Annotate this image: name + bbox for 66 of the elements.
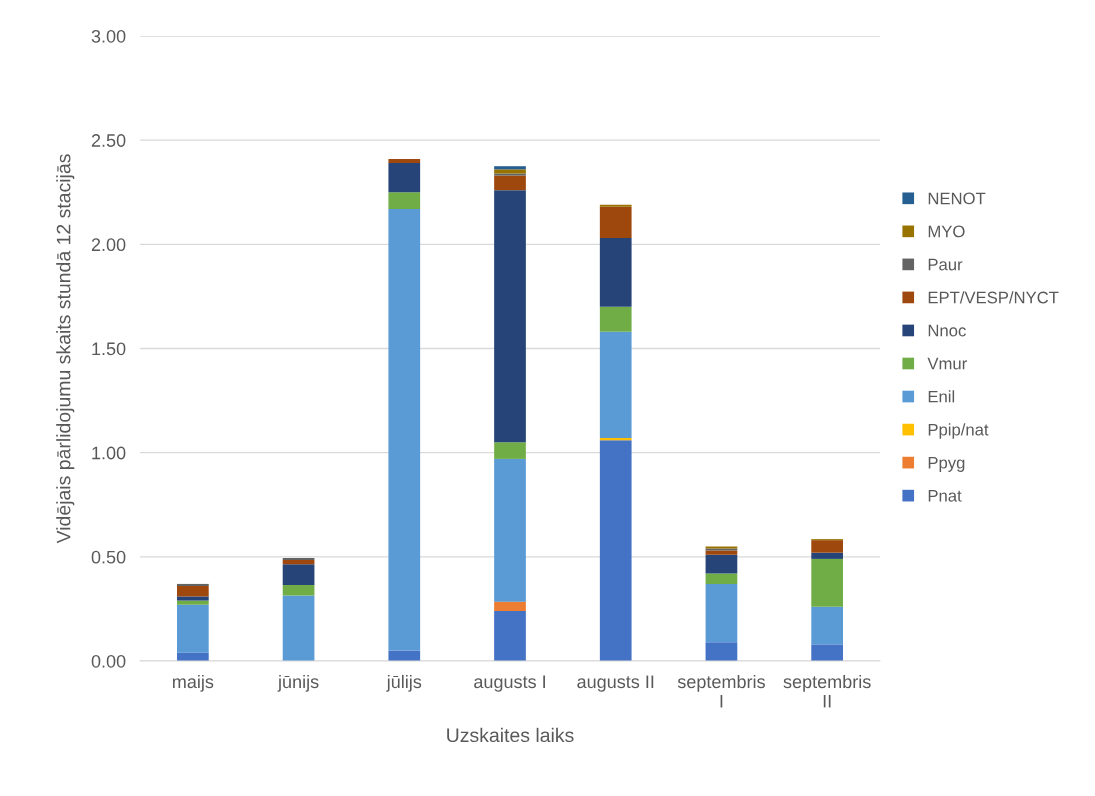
bar [705,573,738,584]
bar [599,204,632,207]
y-tick-label: 0.50 [91,550,126,564]
bar [388,158,421,164]
legend-label: EPT/VESP/NYCT [928,291,1059,304]
bar [599,238,632,307]
bar [811,558,843,607]
y-axis-title: Vidējais pārlidojumu skaits stundā 12 stacijās [56,154,75,544]
legend-label: Vmur [927,357,967,370]
x-tick-label: maijs [172,674,214,692]
x-tick-label: septembris II [783,674,871,708]
y-tick-label: 0.00 [91,654,126,668]
bar [282,557,315,560]
bar [388,208,421,651]
bar [177,583,209,586]
bar [494,601,526,611]
bar [811,606,843,645]
bar [282,584,315,596]
bar [388,192,421,209]
legend-label: Enil [928,390,955,403]
bar [705,550,738,555]
legend-label: Ppyg [928,456,965,472]
legend-label: MYO [928,225,965,238]
bar [282,559,315,565]
bar [811,540,843,553]
bar [177,586,209,597]
y-tick-label: 1.00 [92,446,126,460]
bar [494,175,526,191]
bar [494,169,526,174]
legend-label: Nnoc [928,324,966,337]
y-tick-label: 3.00 [91,29,126,43]
bar [599,438,632,441]
bar [282,595,315,661]
bar [494,458,526,602]
legend-label: Ppip/nat [928,423,989,439]
bar [599,306,632,332]
x-axis-title: Uzskaites laiks [447,727,574,743]
bar [177,600,209,605]
bar [599,206,632,239]
bar [494,442,526,459]
bar [811,552,843,559]
y-tick-label: 2.50 [91,134,126,147]
bar [494,190,526,443]
y-tick-label: 2.00 [91,238,126,252]
bar [599,331,632,439]
legend-label: Paur [928,258,963,271]
x-tick-label: jūnijs [277,674,319,692]
x-tick-label: augusts II [577,675,654,692]
bar [705,642,738,661]
legend-label: Pnat [928,490,962,502]
bar [388,163,421,193]
x-tick-label: augusts I [474,675,545,692]
x-tick-label: septembris I [677,674,765,708]
bar [705,554,738,574]
bar [811,644,843,661]
legend-label: NENOT [928,192,986,205]
bar [177,604,209,653]
bar [599,440,632,661]
bar [177,596,209,601]
bar [282,564,315,585]
bar [705,583,738,643]
bar [494,166,526,170]
bar [494,173,526,176]
x-tick-label: jūlijs [386,674,422,692]
bar [494,611,526,661]
y-tick-label: 1.50 [92,342,126,356]
